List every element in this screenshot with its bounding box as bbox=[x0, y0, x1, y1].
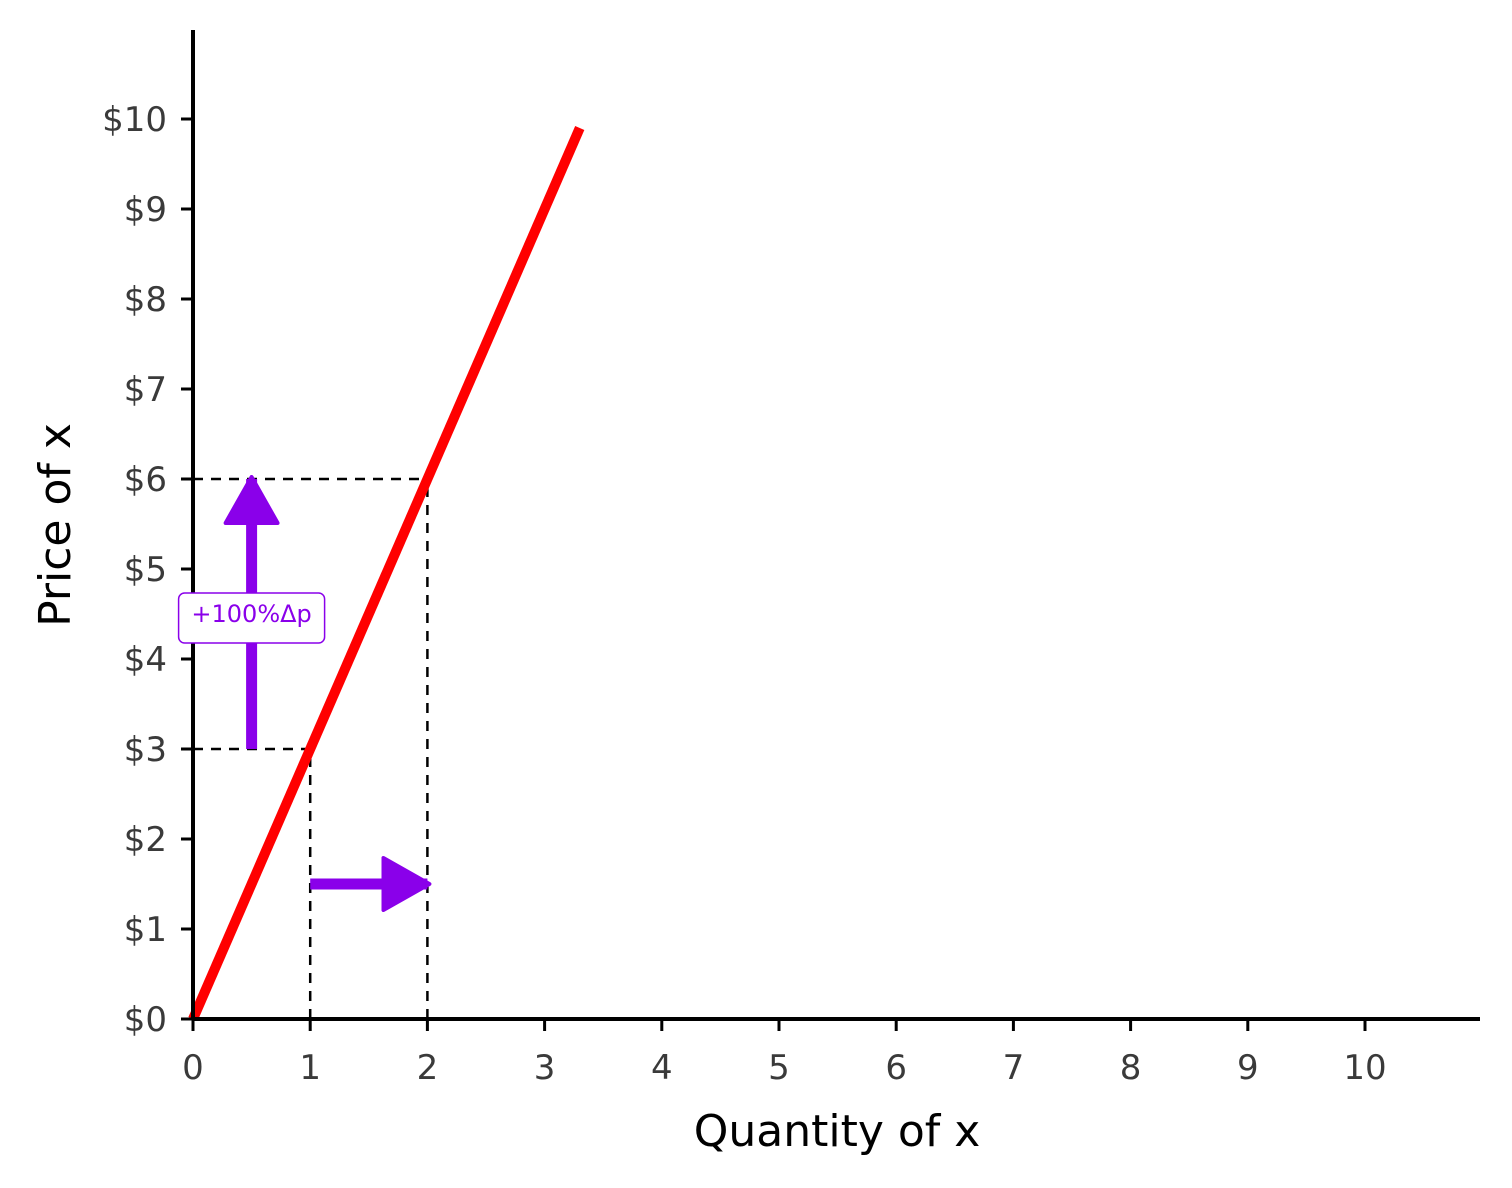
x-tick-label: 6 bbox=[885, 1048, 907, 1088]
x-tick-label: 3 bbox=[534, 1048, 556, 1088]
x-tick-label: 9 bbox=[1237, 1048, 1259, 1088]
y-tick-label: $3 bbox=[124, 730, 167, 770]
x-tick-label: 5 bbox=[768, 1048, 790, 1088]
axes bbox=[191, 30, 1480, 1021]
y-tick-label: $7 bbox=[124, 370, 167, 410]
y-tick-label: $6 bbox=[124, 460, 167, 500]
annotation-box bbox=[177, 592, 326, 644]
supply-line bbox=[188, 126, 585, 1021]
y-axis-ticks: $0 $1 $2 $3 $4 $5 $6 $7 $8 $9 $10 bbox=[102, 100, 193, 1040]
series-layer bbox=[188, 126, 585, 1021]
x-tick-label: 7 bbox=[1003, 1048, 1025, 1088]
annotations-layer: +100%Δp bbox=[177, 592, 326, 644]
y-tick-label: $4 bbox=[124, 640, 167, 680]
x-tick-label: 2 bbox=[417, 1048, 439, 1088]
y-tick-label: $2 bbox=[124, 820, 167, 860]
x-tick-label: 0 bbox=[182, 1048, 204, 1088]
y-tick-label: $10 bbox=[102, 100, 167, 140]
x-axis-title: Quantity of x bbox=[694, 1106, 981, 1157]
y-tick-label: $5 bbox=[124, 550, 167, 590]
annotation-label: +100%Δp bbox=[191, 600, 311, 628]
x-tick-label: 8 bbox=[1120, 1048, 1142, 1088]
x-tick-label: 10 bbox=[1343, 1048, 1386, 1088]
y-tick-label: $1 bbox=[124, 910, 167, 950]
x-tick-label: 1 bbox=[299, 1048, 321, 1088]
x-tick-label: 4 bbox=[651, 1048, 673, 1088]
y-tick-label: $9 bbox=[124, 190, 167, 230]
y-axis-title: Price of x bbox=[30, 423, 81, 627]
x-axis-ticks: 0 1 2 3 4 5 6 7 8 9 10 bbox=[182, 1019, 1387, 1088]
y-tick-label: $8 bbox=[124, 280, 167, 320]
y-tick-label: $0 bbox=[124, 1000, 167, 1040]
